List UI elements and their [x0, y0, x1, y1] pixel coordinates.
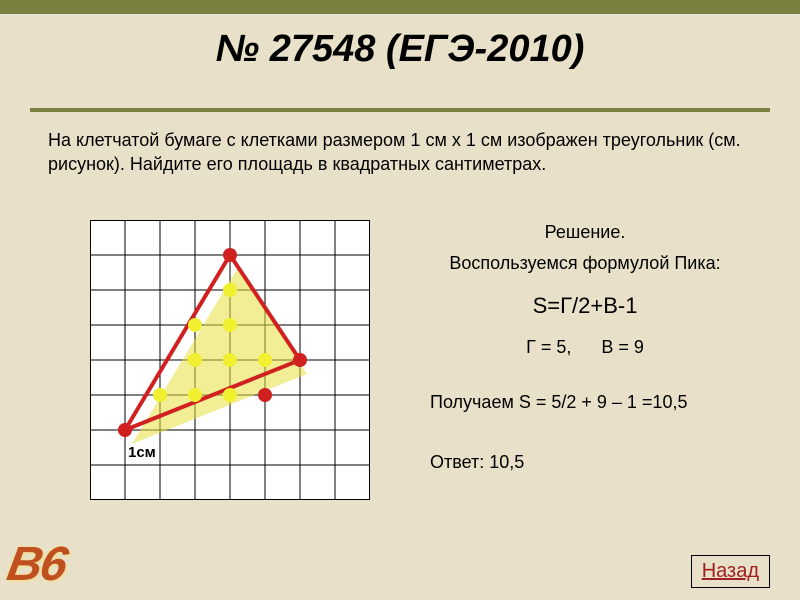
solution-pick-note: Воспользуемся формулой Пика:: [400, 249, 770, 278]
figure: 1см: [90, 220, 370, 500]
svg-text:1см: 1см: [128, 444, 156, 461]
g-value: Г = 5,: [526, 337, 571, 357]
grid-diagram: 1см: [90, 220, 370, 500]
solution-answer: Ответ: 10,5: [400, 448, 770, 477]
problem-statement: На клетчатой бумаге с клетками размером …: [48, 128, 768, 177]
problem-badge: В6: [3, 537, 70, 592]
solution-compute: Получаем S = 5/2 + 9 – 1 =10,5: [400, 388, 770, 417]
title-divider: [30, 108, 770, 112]
back-button[interactable]: Назад: [691, 555, 770, 588]
accent-bar: [0, 0, 800, 14]
solution-block: Решение. Воспользуемся формулой Пика: S=…: [400, 218, 770, 477]
solution-formula: S=Г/2+В-1: [400, 288, 770, 323]
solution-gb-values: Г = 5, В = 9: [400, 333, 770, 362]
slide-title: № 27548 (ЕГЭ-2010): [0, 28, 800, 71]
solution-heading: Решение.: [400, 218, 770, 247]
b-value: В = 9: [601, 337, 644, 357]
